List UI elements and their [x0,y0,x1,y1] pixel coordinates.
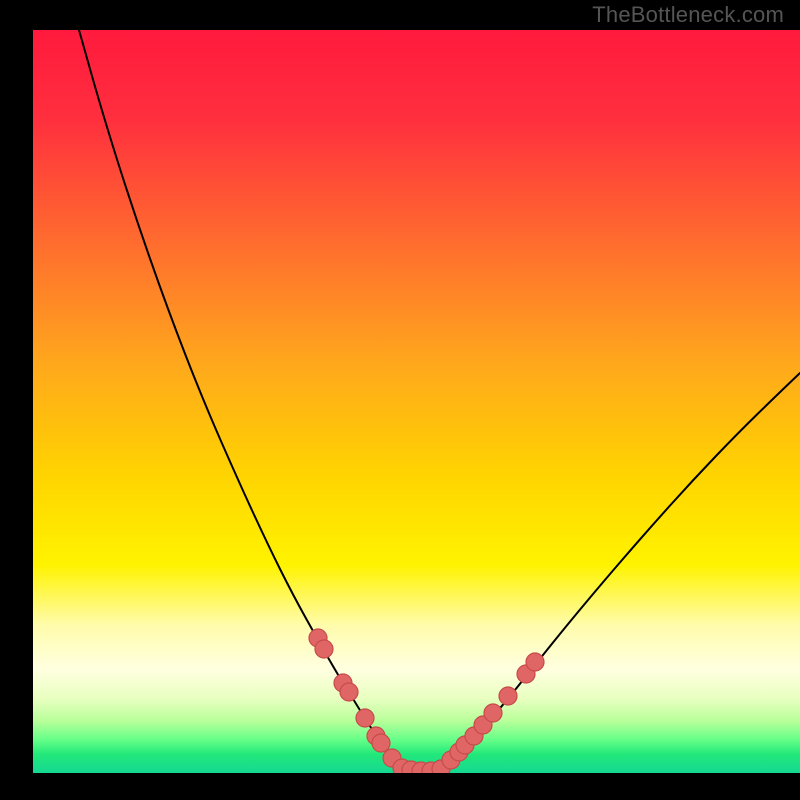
plot-area [33,30,800,780]
data-marker [526,653,544,671]
bottleneck-chart [0,0,800,800]
watermark-text: TheBottleneck.com [592,2,784,28]
frame-bottom [0,773,800,800]
data-marker [499,687,517,705]
data-marker [315,640,333,658]
data-marker [372,734,390,752]
data-marker [484,704,502,722]
data-marker [356,709,374,727]
gradient-background [33,30,800,773]
data-marker [340,683,358,701]
frame-left [0,0,33,800]
